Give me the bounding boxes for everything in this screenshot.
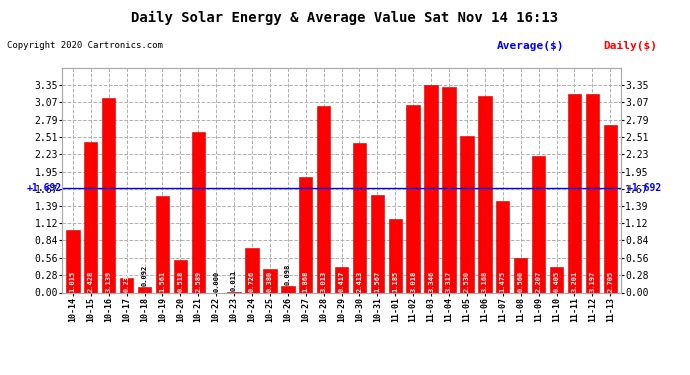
Bar: [442, 87, 456, 292]
Text: Copyright 2020 Cartronics.com: Copyright 2020 Cartronics.com: [7, 41, 163, 50]
Text: 0.098: 0.098: [285, 264, 290, 285]
Text: 0.011: 0.011: [231, 269, 237, 291]
Bar: [317, 106, 331, 292]
Bar: [138, 287, 151, 292]
Bar: [460, 136, 473, 292]
Bar: [424, 85, 438, 292]
Text: Daily Solar Energy & Average Value Sat Nov 14 16:13: Daily Solar Energy & Average Value Sat N…: [131, 11, 559, 26]
Text: 2.428: 2.428: [88, 271, 94, 292]
Bar: [568, 94, 581, 292]
Text: 2.705: 2.705: [607, 271, 613, 292]
Text: +1.692: +1.692: [627, 183, 662, 193]
Text: 0.560: 0.560: [518, 271, 524, 292]
Text: 0.000: 0.000: [213, 271, 219, 292]
Bar: [371, 195, 384, 292]
Text: 3.346: 3.346: [428, 271, 434, 292]
Text: 1.868: 1.868: [303, 271, 308, 292]
Bar: [156, 196, 169, 292]
Text: 0.726: 0.726: [249, 271, 255, 292]
Text: 0.380: 0.380: [267, 271, 273, 292]
Text: 1.475: 1.475: [500, 271, 506, 292]
Bar: [84, 142, 97, 292]
Bar: [353, 143, 366, 292]
Bar: [514, 258, 527, 292]
Text: 0.092: 0.092: [141, 264, 148, 285]
Text: 1.567: 1.567: [375, 271, 380, 292]
Bar: [299, 177, 313, 292]
Bar: [406, 105, 420, 292]
Text: 1.015: 1.015: [70, 271, 76, 292]
Bar: [120, 278, 133, 292]
Text: 3.201: 3.201: [571, 271, 578, 292]
Text: 3.139: 3.139: [106, 271, 112, 292]
Bar: [335, 267, 348, 292]
Text: 2.589: 2.589: [195, 271, 201, 292]
Text: 3.197: 3.197: [589, 271, 595, 292]
Bar: [281, 286, 295, 292]
Bar: [550, 267, 563, 292]
Text: 3.317: 3.317: [446, 271, 452, 292]
Bar: [245, 248, 259, 292]
Text: 0.405: 0.405: [553, 271, 560, 292]
Text: 2.413: 2.413: [357, 271, 362, 292]
Text: 2.530: 2.530: [464, 271, 470, 292]
Bar: [532, 156, 545, 292]
Text: 0.239: 0.239: [124, 271, 130, 292]
Text: Daily($): Daily($): [604, 41, 658, 51]
Bar: [66, 230, 79, 292]
Text: 1.561: 1.561: [159, 271, 166, 292]
Bar: [388, 219, 402, 292]
Bar: [102, 98, 115, 292]
Text: 2.207: 2.207: [535, 271, 542, 292]
Bar: [586, 94, 599, 292]
Text: 3.168: 3.168: [482, 271, 488, 292]
Bar: [496, 201, 509, 292]
Bar: [192, 132, 205, 292]
Bar: [174, 260, 187, 292]
Text: 1.185: 1.185: [393, 271, 398, 292]
Text: Average($): Average($): [497, 41, 564, 51]
Text: 0.417: 0.417: [339, 271, 344, 292]
Bar: [478, 96, 491, 292]
Text: 3.013: 3.013: [321, 271, 326, 292]
Bar: [263, 269, 277, 292]
Text: +1.692: +1.692: [26, 183, 61, 193]
Text: 3.018: 3.018: [410, 271, 416, 292]
Text: 0.518: 0.518: [177, 271, 184, 292]
Bar: [604, 125, 617, 292]
